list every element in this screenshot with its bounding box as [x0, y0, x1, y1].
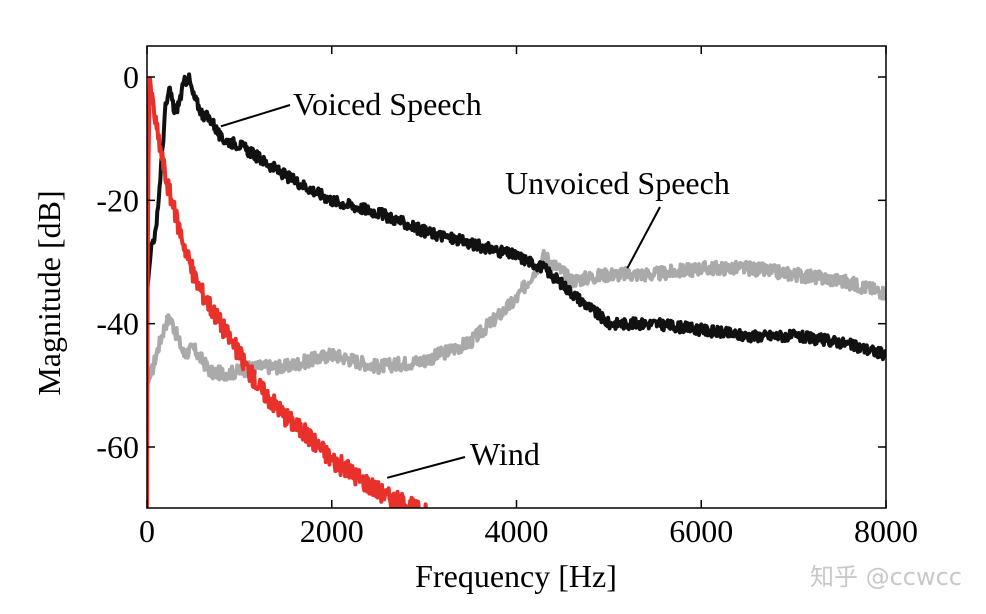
x-tick-label: 0: [139, 513, 155, 549]
watermark: 知乎 @ccwcc: [809, 563, 962, 591]
annotation-layer: Voiced Speech Unvoiced Speech Wind: [220, 86, 730, 479]
annotation-leader-wind: [386, 456, 466, 479]
y-tick-label: -60: [96, 429, 139, 465]
series-line-unvoiced-speech: [147, 248, 886, 386]
annotation-leader-voiced-speech: [220, 104, 291, 128]
x-tick-label: 8000: [854, 513, 918, 549]
annotation-leader-unvoiced-speech: [626, 206, 661, 269]
series-line-voiced-speech: [147, 72, 886, 362]
series-line-wind: [147, 76, 430, 508]
x-tick-label: 6000: [669, 513, 733, 549]
series-layer: [147, 72, 886, 508]
annotation-unvoiced-speech: Unvoiced Speech: [505, 165, 730, 201]
x-tick-label: 4000: [485, 513, 549, 549]
y-axis-label: Magnitude [dB]: [31, 190, 67, 395]
x-tick-label: 2000: [300, 513, 364, 549]
y-tick-label: 0: [123, 59, 139, 95]
ticks-layer: 0 2000 4000 6000 8000 0 -20 -40 -60: [96, 46, 918, 549]
y-tick-label: -40: [96, 306, 139, 342]
annotation-voiced-speech: Voiced Speech: [293, 86, 482, 122]
y-tick-label: -20: [96, 182, 139, 218]
x-axis-label: Frequency [Hz]: [415, 558, 617, 594]
annotation-wind: Wind: [470, 436, 540, 472]
